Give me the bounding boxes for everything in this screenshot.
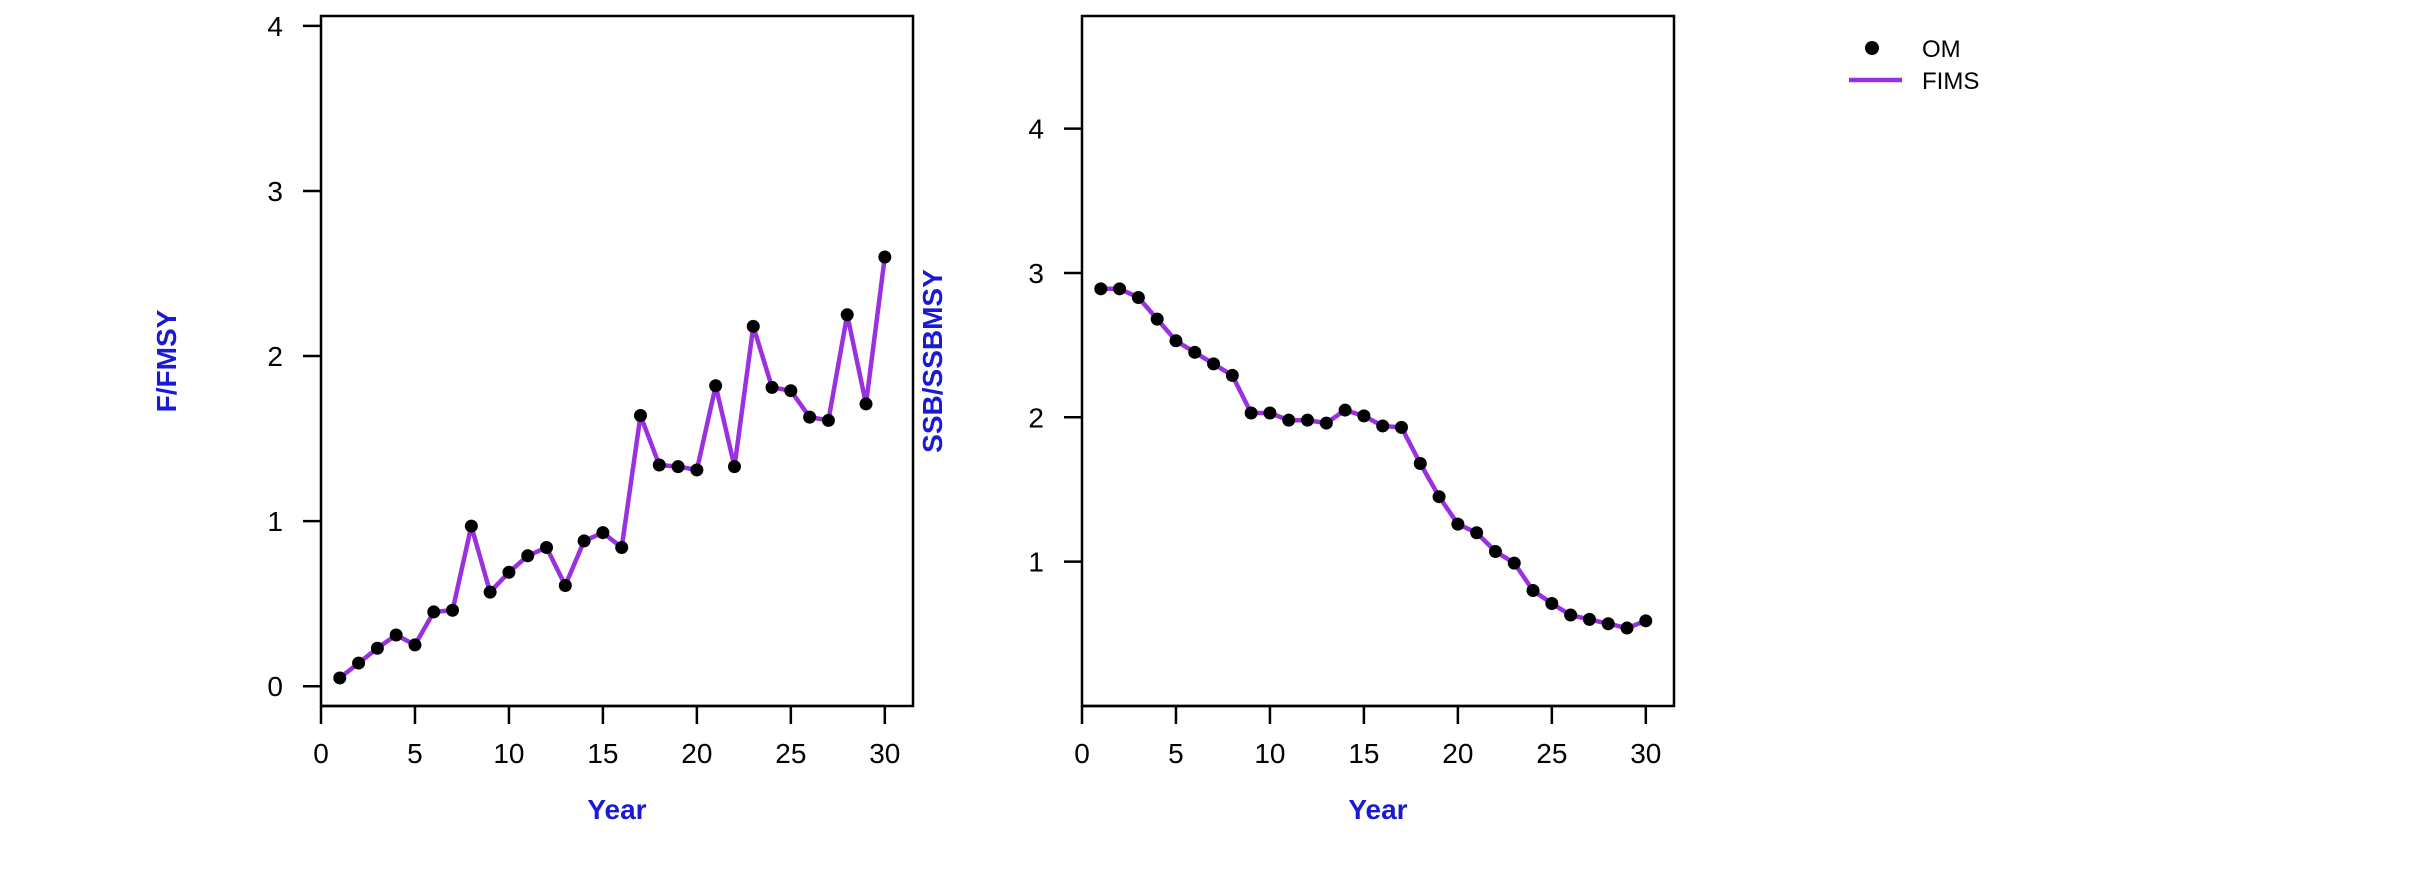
data-point-om — [1113, 282, 1127, 296]
x-tick-label: 25 — [775, 738, 806, 769]
data-point-om — [1394, 420, 1408, 434]
data-point-om — [1169, 334, 1183, 348]
data-point-om — [652, 458, 666, 472]
y-tick-label: 2 — [267, 341, 283, 372]
data-point-om — [1131, 290, 1145, 304]
y-tick-label: 1 — [1028, 547, 1044, 578]
plot-frame — [1080, 14, 1676, 708]
data-point-om — [502, 565, 516, 579]
data-point-om — [1150, 312, 1164, 326]
data-point-om — [746, 319, 760, 333]
data-point-om — [1357, 409, 1371, 423]
x-tick-label: 15 — [587, 738, 618, 769]
x-tick-label: 15 — [1348, 738, 1379, 769]
x-tick-label: 10 — [1254, 738, 1285, 769]
x-tick-label: 10 — [493, 738, 524, 769]
data-point-om — [1582, 612, 1596, 626]
x-tick-label: 20 — [681, 738, 712, 769]
legend: OM FIMS — [1849, 36, 1979, 95]
data-point-om — [1301, 413, 1315, 427]
data-point-om — [878, 250, 892, 264]
data-point-om — [521, 549, 535, 563]
data-point-om — [1432, 490, 1446, 504]
data-point-om — [1188, 345, 1202, 359]
data-point-om — [1601, 617, 1615, 631]
data-point-om — [427, 605, 441, 619]
data-point-om — [408, 638, 422, 652]
y-tick-label: 0 — [267, 671, 283, 702]
chart-panels: 0 5 10 15 20 25 30 0 1 2 3 4 Year F/FMSY 0 5 10 15 20 25 30 1… — [151, 11, 1676, 825]
legend-label: FIMS — [1922, 68, 1979, 95]
data-point-om — [389, 628, 403, 642]
data-point-om — [577, 534, 591, 548]
x-tick-label: 0 — [313, 738, 329, 769]
x-tick-label: 0 — [1074, 738, 1090, 769]
data-point-om — [1225, 368, 1239, 382]
x-tick-label: 5 — [1168, 738, 1184, 769]
x-tick-label: 20 — [1442, 738, 1473, 769]
data-point-om — [1639, 614, 1653, 628]
data-point-om — [840, 308, 854, 322]
series-line-fims — [338, 256, 888, 680]
data-point-om — [727, 460, 741, 474]
data-point-om — [1376, 419, 1390, 433]
data-point-om — [1526, 584, 1540, 598]
panel-1: 0 5 10 15 20 25 30 0 1 2 3 4 Year F/FMSY — [151, 11, 915, 825]
data-point-om — [784, 384, 798, 398]
y-tick-label: 2 — [1028, 402, 1044, 433]
x-axis-title: Year — [587, 794, 646, 825]
x-tick-label: 25 — [1536, 738, 1567, 769]
data-point-om — [859, 397, 873, 411]
data-point-om — [1507, 556, 1521, 570]
x-tick-label: 5 — [407, 738, 423, 769]
data-point-om — [1564, 608, 1578, 622]
data-point-om — [1413, 456, 1427, 470]
data-point-om — [446, 603, 460, 617]
data-point-om — [1319, 416, 1333, 430]
data-point-om — [596, 526, 610, 540]
data-point-om — [765, 380, 779, 394]
legend-label: OM — [1922, 36, 1961, 63]
data-point-om — [558, 578, 572, 592]
data-point-om — [540, 541, 554, 555]
data-point-om — [1094, 282, 1108, 296]
data-point-om — [1488, 545, 1502, 559]
data-point-om — [464, 519, 478, 533]
data-point-om — [1207, 357, 1221, 371]
data-point-om — [633, 408, 647, 422]
data-point-om — [1470, 526, 1484, 540]
data-point-om — [1263, 406, 1277, 420]
x-axis-title: Year — [1348, 794, 1407, 825]
x-tick-label: 30 — [1630, 738, 1661, 769]
data-point-om — [803, 410, 817, 424]
legend-marker-om — [1865, 41, 1879, 55]
y-axis-title: F/FMSY — [151, 309, 182, 412]
data-point-om — [370, 641, 384, 655]
data-point-om — [709, 379, 723, 393]
series-line-fims — [1100, 286, 1647, 631]
data-point-om — [352, 656, 366, 670]
data-point-om — [1451, 517, 1465, 531]
y-tick-label: 3 — [1028, 258, 1044, 289]
panel-2: 0 5 10 15 20 25 30 1 2 3 4 Year SSB/SSBMSY — [917, 14, 1676, 825]
data-point-om — [333, 671, 347, 685]
y-tick-label: 4 — [1028, 114, 1044, 145]
data-point-om — [690, 463, 704, 477]
data-point-om — [821, 413, 835, 427]
data-point-om — [1338, 403, 1352, 417]
data-point-om — [615, 541, 629, 555]
data-point-om — [1620, 621, 1634, 635]
data-point-om — [1244, 406, 1258, 420]
data-point-om — [1545, 597, 1559, 611]
data-point-om — [1282, 413, 1296, 427]
y-tick-label: 1 — [267, 506, 283, 537]
data-point-om — [671, 460, 685, 474]
y-axis-title: SSB/SSBMSY — [917, 269, 948, 453]
y-tick-label: 3 — [267, 176, 283, 207]
data-point-om — [483, 585, 497, 599]
x-tick-label: 30 — [869, 738, 900, 769]
plot-frame — [319, 14, 915, 708]
y-tick-label: 4 — [267, 11, 283, 42]
